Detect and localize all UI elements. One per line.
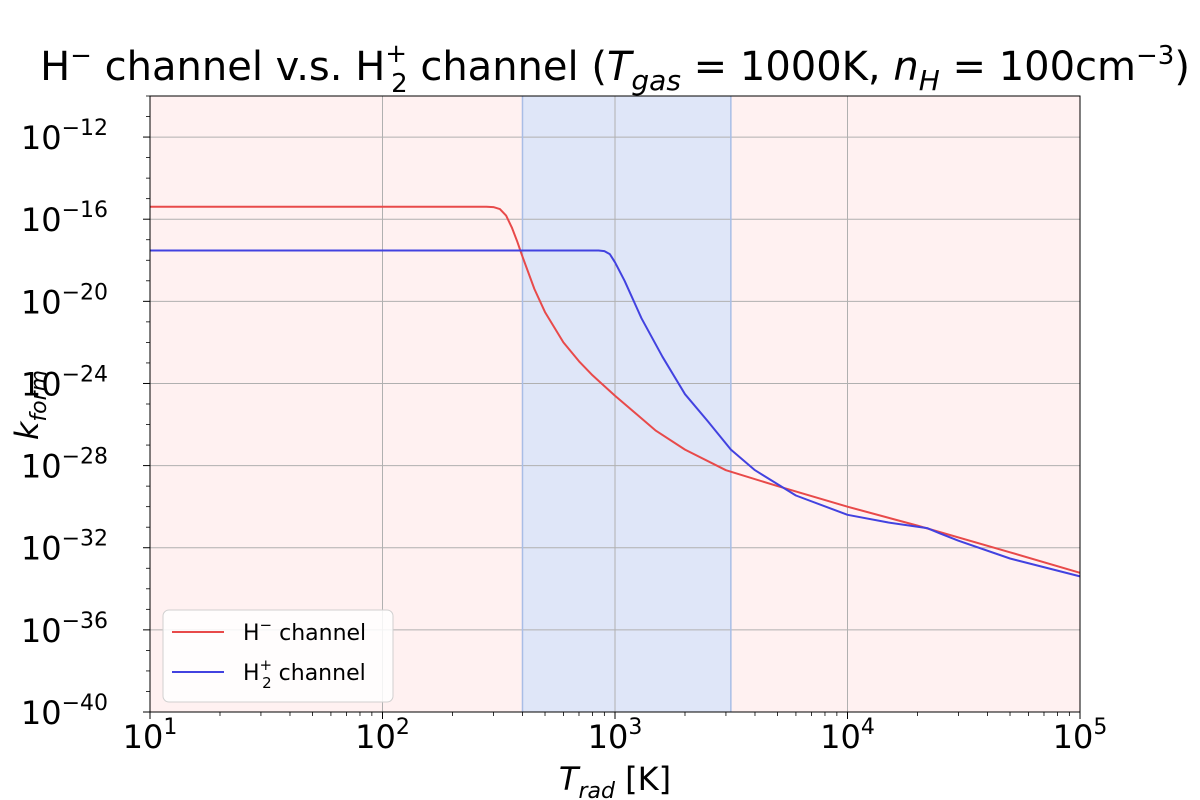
y-tick-label-2: 10−20 xyxy=(21,280,108,321)
y-tick-label-1: 10−16 xyxy=(21,198,108,239)
shaded-regions xyxy=(150,96,1080,712)
series-line-1 xyxy=(150,249,1081,578)
x-tick-label-2: 103 xyxy=(588,715,643,756)
region-boundaries xyxy=(521,96,732,712)
y-tick-label-5: 10−32 xyxy=(21,527,108,568)
x-tick-label-3: 104 xyxy=(820,715,875,756)
legend-label-h-minus: H− channel xyxy=(243,616,366,646)
y-axis-ticks: 10−12 10−16 10−20 10−24 10−28 10−32 10−36 10−40 xyxy=(21,95,150,732)
y-tick-label-4: 10−28 xyxy=(21,445,108,486)
shaded-region-1 xyxy=(522,96,731,712)
series-line-0 xyxy=(150,205,1081,574)
y-tick-label-6: 10−36 xyxy=(21,609,108,650)
chart-title: H− channel v.s. H+ 2 channel (Tgas = 1000… xyxy=(40,39,1190,99)
y-tick-label-3: 10−24 xyxy=(21,362,108,403)
legend: H− channel H+ 2 channel xyxy=(162,609,394,703)
shaded-region-2 xyxy=(730,96,1080,712)
y-tick-label-0: 10−12 xyxy=(21,116,108,157)
legend-label-h2-plus: H+ 2 channel xyxy=(243,656,366,692)
x-axis-ticks: 101 102 103 104 105 xyxy=(123,712,1108,756)
y-axis-label: kform xyxy=(8,370,52,440)
x-axis-label: Trad [K] xyxy=(559,760,671,800)
x-tick-label-4: 105 xyxy=(1053,715,1108,756)
y-tick-label-7: 10−40 xyxy=(21,691,108,732)
series-lines xyxy=(150,205,1081,578)
x-tick-label-0: 101 xyxy=(123,715,178,756)
x-tick-label-1: 102 xyxy=(355,715,410,756)
shaded-region-0 xyxy=(150,96,523,712)
